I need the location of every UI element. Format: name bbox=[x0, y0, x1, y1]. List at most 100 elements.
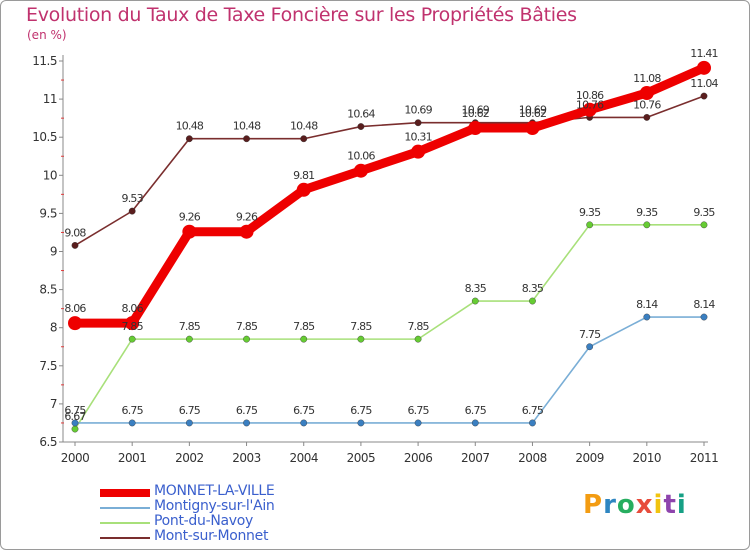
data-point bbox=[243, 335, 250, 343]
data-label: 10.48 bbox=[176, 120, 204, 133]
data-label: 6.75 bbox=[179, 404, 201, 417]
logo-letter: t bbox=[663, 490, 677, 520]
legend-swatch bbox=[100, 507, 150, 509]
data-point bbox=[414, 419, 422, 427]
logo-letter: o bbox=[616, 490, 636, 520]
data-point bbox=[128, 419, 136, 427]
legend-label: Montigny-sur-l'Ain bbox=[154, 498, 275, 514]
data-label: 10.31 bbox=[404, 131, 432, 144]
data-point bbox=[353, 163, 368, 178]
data-label: 6.75 bbox=[465, 404, 487, 417]
data-point bbox=[185, 419, 193, 427]
legend-item: Mont-sur-Monnet bbox=[100, 528, 360, 546]
data-label: 10.64 bbox=[347, 108, 375, 121]
data-point bbox=[700, 92, 708, 100]
legend-swatch bbox=[100, 489, 150, 497]
legend-item: Montigny-sur-l'Ain bbox=[100, 498, 360, 516]
y-tick-label: 11 bbox=[43, 92, 57, 106]
data-point bbox=[300, 135, 308, 143]
data-label: 7.85 bbox=[179, 320, 201, 333]
data-label: 11.41 bbox=[690, 47, 718, 60]
data-label: 10.06 bbox=[347, 150, 375, 163]
data-point bbox=[128, 335, 136, 343]
data-point bbox=[471, 297, 479, 305]
x-tick-label: 2000 bbox=[61, 451, 90, 465]
data-point bbox=[357, 335, 365, 343]
data-point bbox=[529, 419, 536, 427]
data-label: 10.69 bbox=[404, 104, 432, 117]
data-label: 10.48 bbox=[233, 120, 261, 133]
data-label: 9.26 bbox=[236, 211, 258, 224]
data-label: 10.62 bbox=[462, 107, 490, 120]
legend-swatch bbox=[100, 537, 150, 539]
x-tick-label: 2010 bbox=[633, 451, 662, 465]
logo-letter: r bbox=[603, 490, 617, 520]
data-point bbox=[471, 419, 479, 427]
data-label: 9.53 bbox=[122, 192, 144, 205]
data-label: 9.35 bbox=[693, 206, 715, 219]
data-point bbox=[639, 86, 654, 101]
data-point bbox=[71, 419, 79, 427]
x-tick-label: 2001 bbox=[118, 451, 147, 465]
logo-letter: x bbox=[635, 490, 654, 520]
data-point bbox=[243, 135, 250, 143]
y-tick-label: 8 bbox=[50, 321, 57, 335]
data-point bbox=[414, 335, 422, 343]
data-label: 7.75 bbox=[579, 328, 601, 341]
y-tick-label: 9.5 bbox=[39, 206, 57, 220]
data-label: 9.08 bbox=[64, 226, 86, 239]
data-label: 10.62 bbox=[519, 107, 547, 120]
y-tick-label: 9 bbox=[50, 245, 57, 259]
data-point bbox=[296, 182, 311, 197]
series-line-1 bbox=[74, 224, 705, 430]
y-tick-label: 6.5 bbox=[39, 435, 57, 449]
x-tick-label: 2003 bbox=[232, 451, 261, 465]
series-lines bbox=[68, 60, 711, 433]
proxiti-logo: Proxiti bbox=[583, 490, 687, 520]
data-point bbox=[239, 224, 254, 239]
data-point bbox=[411, 144, 426, 159]
series-line-2 bbox=[74, 316, 705, 424]
data-point bbox=[586, 343, 594, 351]
data-point bbox=[582, 102, 597, 117]
data-point bbox=[71, 242, 79, 249]
data-point bbox=[529, 297, 536, 305]
data-label: 8.35 bbox=[522, 282, 544, 295]
legend-item: Pont-du-Navoy bbox=[100, 513, 360, 531]
data-point bbox=[643, 113, 651, 121]
data-label: 6.75 bbox=[236, 404, 258, 417]
data-label: 6.75 bbox=[350, 404, 372, 417]
data-point bbox=[243, 419, 250, 427]
data-label: 10.69 bbox=[462, 104, 490, 117]
data-point bbox=[643, 313, 651, 321]
legend-item: MONNET-LA-VILLE bbox=[100, 483, 360, 501]
data-label: 9.81 bbox=[293, 169, 314, 182]
x-tick-label: 2006 bbox=[404, 451, 433, 465]
logo-letter: P bbox=[583, 490, 604, 520]
data-label: 6.67 bbox=[64, 410, 86, 423]
y-tick-label: 10 bbox=[43, 168, 57, 182]
data-point bbox=[125, 316, 140, 331]
data-label: 11.08 bbox=[633, 72, 661, 85]
logo-letter: i bbox=[653, 490, 664, 520]
x-tick-label: 2009 bbox=[575, 451, 604, 465]
data-label: 10.48 bbox=[290, 120, 318, 133]
data-point bbox=[414, 119, 422, 127]
data-label: 6.75 bbox=[522, 404, 544, 417]
data-label: 8.35 bbox=[465, 282, 487, 295]
data-label: 7.85 bbox=[407, 320, 429, 333]
data-point bbox=[357, 419, 365, 427]
data-point bbox=[643, 221, 651, 229]
x-tick-label: 2004 bbox=[289, 451, 318, 465]
data-point bbox=[68, 316, 82, 331]
data-point bbox=[697, 60, 711, 75]
data-point bbox=[185, 135, 193, 143]
data-label: 10.76 bbox=[576, 98, 604, 111]
data-label: 6.75 bbox=[407, 404, 429, 417]
y-tick-label: 7.5 bbox=[39, 359, 57, 373]
data-label: 8.06 bbox=[64, 302, 86, 315]
x-tick-label: 2011 bbox=[690, 451, 719, 465]
series-line-3 bbox=[70, 63, 709, 328]
